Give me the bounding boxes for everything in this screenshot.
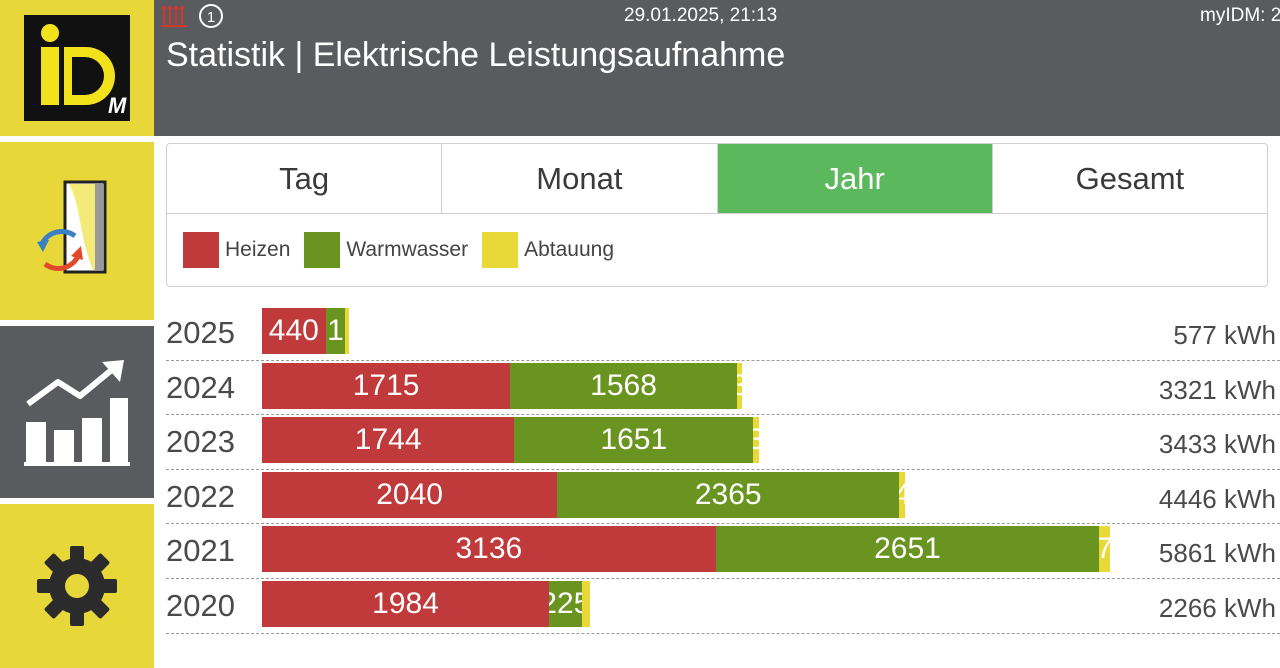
legend-swatch-abtauung [482,232,519,268]
statistics-icon [24,360,130,466]
legend-swatch-warmwasser [304,232,341,268]
bar-segment-heizen[interactable]: 440 [262,308,326,354]
nav-statistics-button[interactable] [0,326,154,498]
legend-swatch-heizen [183,232,219,268]
row-total: 577 kWh [1173,320,1276,350]
top-header: 1 29.01.2025, 21:13 myIDM: 2 Statistik |… [154,0,1280,136]
bar-segment-abtauung[interactable]: 3 [736,362,743,409]
tab-jahr[interactable]: Jahr [717,144,993,213]
legend-label-abtauung: Abtauung [524,238,615,261]
bar-segment-heizen[interactable]: 1715 [262,362,511,409]
year-label: 2020 [166,587,235,623]
period-panel: Tag Monat Jahr Gesamt Heizen Warmwasser … [166,143,1268,287]
row-total: 5861 kWh [1158,538,1276,569]
status-icons: 1 [160,3,224,29]
bar-segment-warmwasser[interactable]: 2651 [715,526,1100,573]
info-badge-icon[interactable]: 1 [198,3,224,29]
page-title: Statistik | Elektrische Leistungsaufnahm… [166,36,786,74]
bar-segment-warmwasser[interactable]: 225 [549,580,582,627]
tab-gesamt[interactable]: Gesamt [1075,160,1185,196]
legend-label-heizen: Heizen [225,238,291,261]
legend-item-heizen: Heizen [183,232,290,268]
row-total: 2266 kWh [1158,592,1276,623]
radiator-icon[interactable] [160,4,188,28]
chart-legend: Heizen Warmwasser Abtauung [167,214,1267,286]
chart-row-2025: 2025 440 1 577 kWh [166,306,1280,361]
svg-text:1: 1 [207,9,215,26]
bar-segment-abtauung[interactable]: 3 [753,417,759,464]
bar-segment-abtauung[interactable] [345,308,350,354]
svg-text:M: M [108,93,127,118]
chart-row-2020: 2020 1984225 2266 kWh [166,579,1280,634]
bar-segment-warmwasser[interactable]: 2365 [557,471,900,518]
datetime: 29.01.2025, 21:13 [624,5,778,26]
tab-monat[interactable]: Monat [442,144,718,213]
nav-settings-button[interactable] [0,504,154,668]
bar-segment-warmwasser[interactable]: 1568 [510,362,737,409]
bar-stack: 440 1 [262,308,350,354]
legend-label-warmwasser: Warmwasser [346,238,469,261]
bar-stack: 1984225 [262,580,590,627]
row-total: 3321 kWh [1158,374,1276,405]
year-label: 2021 [166,533,235,569]
bar-segment-abtauung[interactable] [581,580,590,627]
idm-logo: M [24,15,130,121]
bar-segment-abtauung[interactable]: 4 [899,471,906,518]
bar-segment-warmwasser[interactable]: 1651 [514,417,754,464]
period-tabs: Tag Monat Jahr Gesamt [167,144,1267,214]
gear-icon [37,546,117,626]
nav-heatpump-button[interactable] [0,142,154,320]
bar-segment-abtauung[interactable]: 7 [1099,526,1110,573]
tab-tag[interactable]: Tag [167,144,443,213]
bar-segment-warmwasser[interactable]: 1 [325,308,346,354]
chart-row-2021: 2021 3136 2651 7 5861 kWh [166,524,1280,579]
bar-segment-heizen[interactable]: 1984 [262,580,550,627]
year-label: 2022 [166,478,235,514]
sidebar: M [0,0,154,668]
legend-item-warmwasser: Warmwasser [304,232,468,268]
legend-item-abtauung: Abtauung [482,232,614,268]
bar-stack: 3136 2651 7 [262,526,1110,573]
year-label: 2024 [166,369,235,405]
row-total: 4446 kWh [1158,483,1276,514]
logo-area: M [0,0,154,136]
year-label: 2023 [166,424,235,460]
year-label: 2025 [166,315,235,350]
bar-segment-heizen[interactable]: 3136 [262,526,716,573]
row-total: 3433 kWh [1158,429,1276,460]
bar-segment-heizen[interactable]: 2040 [262,471,558,518]
bar-segment-heizen[interactable]: 1744 [262,417,515,464]
app-name: myIDM: 2 [1200,5,1280,26]
heatpump-icon [37,180,107,274]
